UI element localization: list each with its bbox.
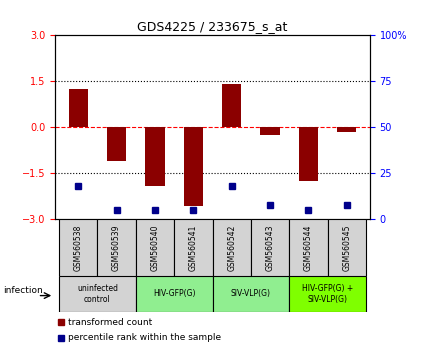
Bar [222,85,241,127]
Bar [107,127,126,161]
FancyBboxPatch shape [97,219,136,276]
Text: GSM560542: GSM560542 [227,224,236,271]
Text: percentile rank within the sample: percentile rank within the sample [68,333,221,342]
Bar [261,127,280,135]
Text: GSM560538: GSM560538 [74,224,83,271]
Bar [184,127,203,206]
Text: uninfected
control: uninfected control [77,284,118,303]
Title: GDS4225 / 233675_s_at: GDS4225 / 233675_s_at [137,20,288,33]
Text: GSM560544: GSM560544 [304,224,313,271]
Bar [145,127,164,186]
Text: GSM560540: GSM560540 [150,224,159,271]
Text: GSM560541: GSM560541 [189,224,198,271]
Text: infection: infection [3,286,42,295]
FancyBboxPatch shape [289,219,328,276]
FancyBboxPatch shape [59,276,136,312]
FancyBboxPatch shape [212,219,251,276]
FancyBboxPatch shape [212,276,289,312]
Text: transformed count: transformed count [68,318,152,327]
Text: HIV-GFP(G) +
SIV-VLP(G): HIV-GFP(G) + SIV-VLP(G) [302,284,353,303]
Text: HIV-GFP(G): HIV-GFP(G) [153,289,196,298]
FancyBboxPatch shape [251,219,289,276]
FancyBboxPatch shape [289,276,366,312]
FancyBboxPatch shape [174,219,212,276]
Text: SIV-VLP(G): SIV-VLP(G) [231,289,271,298]
Text: GSM560543: GSM560543 [266,224,275,271]
Bar [299,127,318,181]
FancyBboxPatch shape [328,219,366,276]
FancyBboxPatch shape [136,276,212,312]
FancyBboxPatch shape [59,219,97,276]
Text: GSM560539: GSM560539 [112,224,121,271]
Bar [337,127,356,132]
FancyBboxPatch shape [136,219,174,276]
Text: GSM560545: GSM560545 [342,224,351,271]
Bar [69,89,88,127]
